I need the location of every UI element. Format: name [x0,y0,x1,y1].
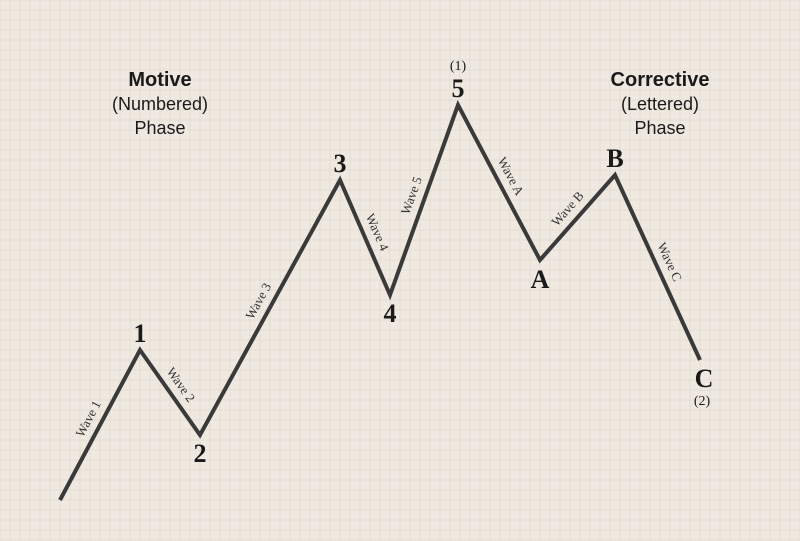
phase-title-line: Motive [128,69,191,91]
phase-title-line: (Numbered) [112,94,208,114]
sub-label: (1) [450,59,467,74]
peak-label: A [531,265,550,294]
sub-label: (2) [694,394,711,409]
peak-label: B [606,144,623,173]
elliott-wave-diagram: Wave 1Wave 2Wave 3Wave 4Wave 5Wave AWave… [0,0,800,541]
peak-label: 1 [134,319,147,348]
peak-label: 3 [334,149,347,178]
peak-label: C [695,364,714,393]
peak-label: 4 [384,299,397,328]
phase-title-line: Phase [634,118,685,138]
peak-label: 5 [452,74,465,103]
phase-title-line: (Lettered) [621,94,699,114]
phase-title-line: Corrective [611,69,710,91]
peak-label: 2 [194,439,207,468]
phase-title-line: Phase [134,118,185,138]
